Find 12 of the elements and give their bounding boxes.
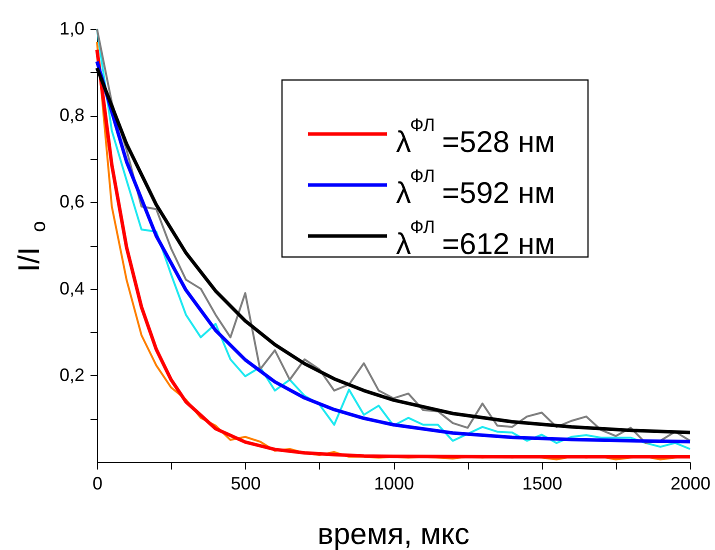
x-tick-label: 500 [230, 474, 261, 494]
x-tick-label: 1500 [522, 474, 562, 494]
y-tick-label: 0,2 [59, 364, 84, 385]
y-tick-label: 1,0 [59, 18, 84, 38]
x-tick-label: 2000 [670, 474, 711, 494]
y-axis-title: I/Io [13, 220, 50, 272]
x-tick-label: 1000 [374, 474, 414, 494]
y-tick-label: 0,4 [59, 278, 84, 298]
x-axis-title: время, мкс [318, 518, 470, 550]
y-tick-label: 0,8 [59, 105, 84, 126]
y-tick-label: 0,6 [59, 192, 84, 212]
x-tick-label: 0 [92, 474, 103, 494]
